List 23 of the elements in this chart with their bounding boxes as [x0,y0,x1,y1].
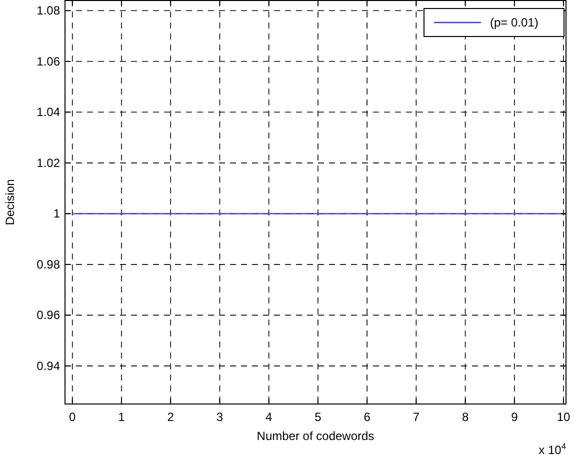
x-tick-label: 8 [462,410,469,424]
x-tick-label: 10 [556,410,571,424]
y-axis-title: Decision [3,179,17,226]
x-tick-label: 3 [216,410,224,424]
x-tick-label: 2 [167,410,174,424]
y-tick-label: 1 [53,206,60,221]
y-tick-label: 1.08 [36,4,60,18]
x-tick-label: 4 [265,410,272,424]
y-tick-label: 1.02 [36,156,60,170]
y-tick-label: 0.96 [36,308,60,322]
x-tick-label: 5 [314,410,322,424]
x-tick-label: 0 [69,410,76,424]
x-tick-label: 7 [412,410,420,424]
x-tick-label: 6 [364,410,371,424]
y-tick-label: 1.04 [36,105,60,120]
x-axis-title: Number of codewords [256,429,374,443]
y-tick-label: 1.06 [36,54,60,68]
y-tick-label: 0.94 [36,358,60,373]
x-tick-label: 1 [118,410,126,424]
x-tick-label: 9 [511,410,518,424]
y-tick-label: 0.98 [36,257,60,272]
text: x 10$^{4}$ [538,441,566,457]
legend-label: (p= 0.01) [490,16,538,30]
